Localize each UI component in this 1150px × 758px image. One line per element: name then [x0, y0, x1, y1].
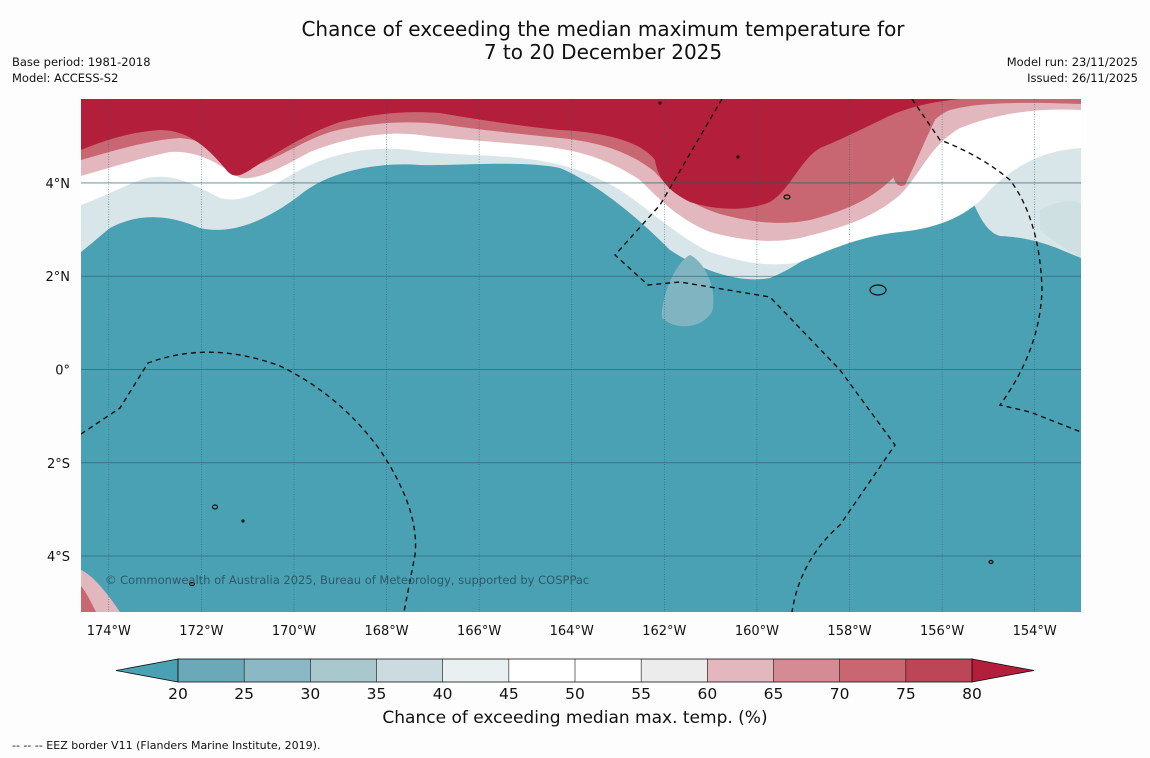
band-layer-75-patch	[893, 120, 935, 186]
island-kiritimati	[869, 284, 887, 296]
x-tick-label: 160°W	[735, 624, 779, 639]
colorbar-tick-label: 25	[234, 685, 254, 703]
x-tick-label: 166°W	[457, 624, 501, 639]
x-tick-label: 170°W	[272, 624, 316, 639]
y-tick-label: 4°S	[47, 550, 70, 565]
islands	[188, 101, 994, 587]
x-tick-label: 156°W	[920, 624, 964, 639]
colorbar-swatch	[244, 659, 311, 682]
cool-patch	[661, 255, 714, 327]
colorbar-swatch	[575, 659, 642, 682]
island-small-2	[188, 581, 196, 587]
island-tabuaeran	[783, 194, 791, 200]
band-layer-80	[81, 99, 1081, 209]
colorbar-tick-label: 30	[300, 685, 320, 703]
eez-footnote: -- -- -- EEZ border V11 (Flanders Marine…	[12, 739, 321, 752]
colorbar-over-arrow	[971, 658, 1035, 683]
colorbar-tick-label: 70	[830, 685, 850, 703]
issued-date: Issued: 26/11/2025	[1027, 71, 1138, 85]
x-tick-label: 158°W	[827, 624, 871, 639]
y-tick-label: 4°N	[46, 177, 71, 192]
x-tick-label: 172°W	[179, 624, 223, 639]
colorbar-swatch	[442, 659, 510, 682]
warm-patch-southwest-core	[81, 586, 96, 612]
title-line-1: Chance of exceeding the median maximum t…	[301, 17, 905, 41]
model-name: Model: ACCESS-S2	[12, 71, 119, 85]
meta-right: Model run: 23/11/2025 Issued: 26/11/2025	[1007, 54, 1138, 86]
x-tick-label: 164°W	[550, 624, 594, 639]
graticule	[81, 99, 1081, 612]
colorbar-tick-label: 40	[433, 685, 453, 703]
map-title: Chance of exceeding the median maximum t…	[0, 18, 1150, 64]
eez-borders	[81, 99, 1081, 612]
colorbar-tick-label: 60	[697, 685, 717, 703]
colorbar-swatch	[905, 659, 973, 682]
island-small-5	[658, 101, 662, 105]
y-tick-label: 2°N	[46, 270, 71, 285]
warm-anomaly-band	[81, 99, 1081, 612]
warm-patch-southwest	[81, 570, 120, 612]
title-line-2: 7 to 20 December 2025	[483, 40, 723, 64]
colorbar-swatch	[178, 659, 245, 682]
x-tick-label: 154°W	[1013, 624, 1057, 639]
colorbar-tick-label: 35	[367, 685, 387, 703]
colorbar-tick-label: 45	[499, 685, 519, 703]
colorbar-tick-label: 65	[764, 685, 784, 703]
colorbar-under-arrow	[115, 658, 179, 683]
colorbar-swatch	[707, 659, 774, 682]
colorbar-tick-label: 80	[962, 685, 982, 703]
island-small-6	[241, 519, 245, 523]
colorbar-swatch	[839, 659, 907, 682]
base-period: Base period: 1981-2018	[12, 55, 151, 69]
colorbar-swatch	[310, 659, 377, 682]
colorbar-tick-label: 55	[631, 685, 651, 703]
x-tick-label: 162°W	[642, 624, 686, 639]
y-tick-label: 0°	[55, 363, 70, 378]
colorbar-swatch	[773, 659, 840, 682]
colorbar-swatch	[641, 659, 708, 682]
model-run: Model run: 23/11/2025	[1006, 55, 1138, 69]
y-tick-label: 2°S	[47, 457, 70, 472]
colorbar-label: Chance of exceeding median max. temp. (%…	[382, 708, 768, 728]
colorbar-tick-label: 20	[168, 685, 188, 703]
island-small-1	[211, 504, 219, 510]
x-tick-label: 168°W	[364, 624, 408, 639]
island-small-4	[736, 155, 740, 159]
eez-border-east	[911, 99, 1081, 433]
copyright-notice: © Commonwealth of Australia 2025, Bureau…	[105, 573, 589, 587]
x-axis-ticks: 174°W 172°W 170°W 168°W 166°W 164°W 162°W 160°W…	[87, 624, 1057, 639]
meta-left: Base period: 1981-2018 Model: ACCESS-S2	[12, 54, 151, 86]
colorbar: 20 25 30 35 40 45 50 55 60 65 70 75 80	[115, 658, 1035, 703]
colorbar-swatch	[508, 659, 576, 682]
y-axis-ticks: 4°N 2°N 0° 2°S 4°S	[46, 177, 71, 565]
x-tick-label: 174°W	[87, 624, 131, 639]
colorbar-tick-label: 75	[896, 685, 916, 703]
island-small-3	[988, 559, 994, 565]
eez-border-west	[81, 351, 417, 612]
cool-patch-east	[1040, 201, 1081, 258]
colorbar-swatch	[376, 659, 443, 682]
map-area: © Commonwealth of Australia 2025, Bureau…	[81, 99, 1081, 612]
colorbar-tick-label: 50	[565, 685, 585, 703]
